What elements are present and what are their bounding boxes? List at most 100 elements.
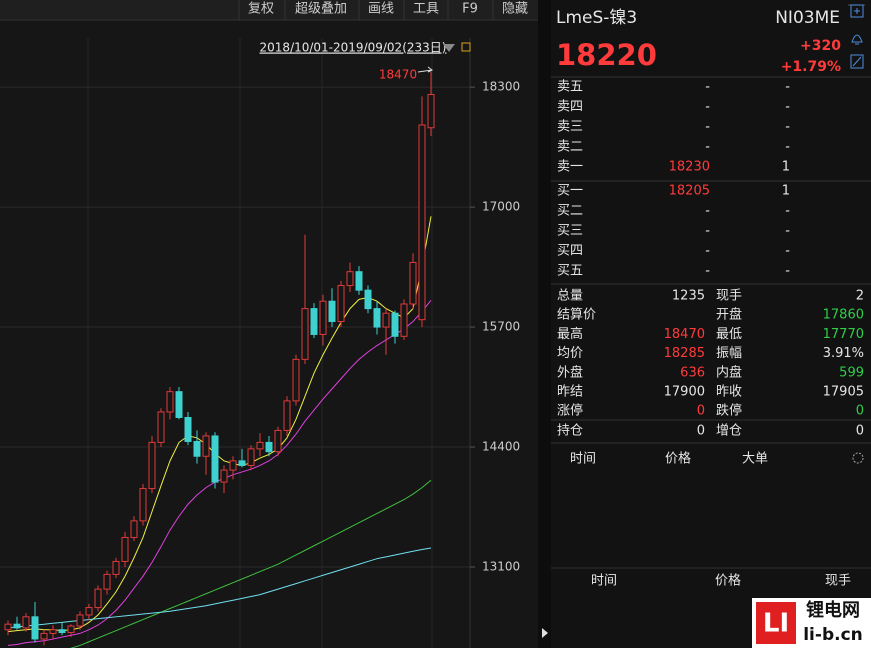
candle-body: [283, 400, 291, 431]
splitter[interactable]: [538, 0, 551, 648]
toolbar-button[interactable]: 画线: [368, 2, 394, 17]
max-arrow: [417, 66, 433, 73]
y-tick-label: 15700: [482, 320, 520, 334]
candle-body: [166, 391, 174, 413]
stat-label: 最高: [557, 326, 583, 342]
stat-label: 昨收: [716, 385, 742, 400]
range-dropdown[interactable]: [443, 44, 455, 52]
book-label: 买四: [557, 244, 583, 259]
stat-value: 0: [697, 404, 705, 419]
candle-body: [85, 607, 93, 616]
add-icon[interactable]: [854, 8, 860, 14]
candle-body: [22, 616, 30, 629]
candle-body: [58, 629, 66, 633]
book-price: -: [705, 80, 710, 95]
book-volume: -: [785, 264, 790, 279]
candle-body: [148, 441, 156, 490]
book-label: 买五: [557, 264, 583, 279]
book-label: 买二: [557, 204, 583, 219]
stat-value: 3.91%: [823, 346, 864, 361]
toolbar-button[interactable]: F9: [462, 2, 478, 17]
watermark-logo: LI: [763, 609, 789, 639]
candle-body: [193, 440, 201, 457]
plot: [0, 71, 470, 648]
settings-icon[interactable]: [852, 452, 864, 464]
change: +320: [800, 38, 841, 54]
toolbar-button[interactable]: 隐藏: [502, 2, 528, 17]
toolbar-button[interactable]: 工具: [413, 2, 439, 17]
candle-body: [337, 285, 345, 323]
date-range[interactable]: 2018/10/01-2019/09/02(233日): [260, 41, 447, 55]
moving-average: [7, 299, 432, 646]
stat-label: 跌停: [716, 403, 742, 419]
watermark-logo-bg: [756, 602, 796, 644]
candle-body: [382, 312, 390, 328]
book-volume: -: [785, 224, 790, 239]
candle-body: [130, 520, 138, 538]
toolbar-button[interactable]: 复权: [248, 1, 274, 17]
stat-value: 0: [856, 404, 864, 419]
expand-arrow[interactable]: [542, 628, 548, 638]
book-price: -: [705, 224, 710, 239]
candle-body: [94, 588, 102, 609]
toolbar-button[interactable]: 超级叠加: [295, 2, 347, 17]
book-price: -: [705, 120, 710, 135]
y-tick-label: 13100: [482, 559, 520, 573]
symbol-name: LmeS-镍3: [556, 8, 637, 28]
stat-label: 内盘: [716, 364, 742, 380]
y-tick-label: 18300: [482, 80, 520, 94]
book-volume: 1: [782, 160, 790, 175]
edit-button[interactable]: [850, 54, 864, 69]
candle-body: [13, 623, 21, 629]
stat-label: 涨停: [557, 403, 583, 419]
moving-average: [7, 216, 432, 633]
stat-label: 昨结: [557, 385, 583, 400]
alert-button[interactable]: [851, 34, 863, 45]
candle-body: [328, 300, 336, 323]
book-price: -: [705, 204, 710, 219]
candle-body: [31, 616, 39, 640]
edit-icon[interactable]: [852, 56, 862, 67]
candle-body: [346, 271, 354, 287]
book-volume: -: [785, 204, 790, 219]
book-volume: -: [785, 100, 790, 115]
book-label: 卖二: [557, 140, 583, 155]
stat-value: 17770: [823, 327, 864, 342]
max-label: 18470: [379, 68, 417, 82]
lock-icon[interactable]: [461, 42, 471, 52]
quote-panel: [551, 0, 871, 648]
stat-label: 持仓: [557, 424, 583, 439]
candle-body: [121, 536, 129, 562]
trades-header: 大单: [742, 452, 768, 467]
book-volume: -: [785, 80, 790, 95]
candle-body: [319, 300, 327, 335]
stat-label: 均价: [557, 346, 583, 361]
candle-body: [364, 289, 372, 310]
stat-value: 0: [697, 424, 705, 439]
book-label: 卖一: [557, 160, 583, 175]
candle-body: [202, 435, 210, 457]
candle-body: [139, 488, 147, 522]
chart-bg: [0, 0, 538, 648]
candle-body: [427, 94, 435, 129]
candle-body: [229, 460, 237, 471]
trades-header: 时间: [570, 452, 596, 467]
trades-header: 价格: [665, 451, 691, 467]
stat-value: 2: [856, 289, 864, 304]
stat-label: 结算价: [557, 308, 596, 323]
candle-body: [211, 435, 219, 483]
book-price: 18230: [669, 160, 710, 175]
candle-body: [409, 261, 417, 305]
stat-value: 599: [839, 365, 864, 380]
change-pct: +1.79%: [781, 59, 841, 75]
book-price: -: [705, 244, 710, 259]
y-tick-label: 14400: [482, 440, 520, 454]
add-button[interactable]: [850, 4, 864, 18]
stat-label: 开盘: [716, 307, 742, 323]
candle-body: [355, 271, 363, 291]
candle-body: [67, 625, 75, 633]
candle-body: [400, 303, 408, 337]
stat-label: 总量: [557, 289, 583, 304]
